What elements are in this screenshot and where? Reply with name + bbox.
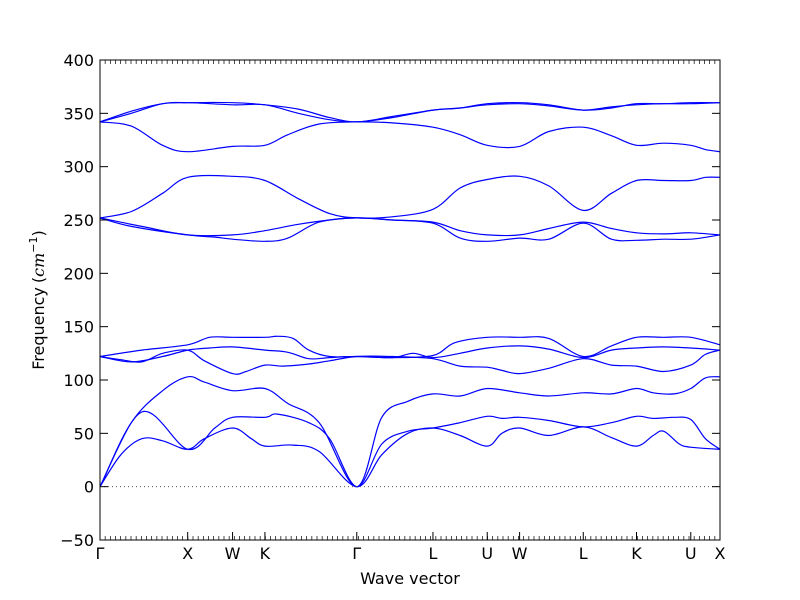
y-axis-label: Frequency (cm−1) [27, 230, 48, 370]
x-tick-label: K [631, 544, 642, 563]
band-line-4 [99, 349, 721, 375]
plot-frame [99, 59, 721, 541]
y-tick-label: 100 [63, 371, 94, 390]
y-tick-label: −50 [60, 531, 94, 550]
y-axis-label-text: Frequency [29, 287, 48, 370]
y-axis-ticks: −50 0 50 100 150 200 250 300 350 400 [60, 51, 720, 550]
x-tick-label: W [225, 544, 241, 563]
x-tick-label: Γ [96, 544, 105, 563]
y-axis-label-unit-close: ) [29, 230, 48, 236]
x-minor-ticks [104, 60, 716, 540]
y-axis-label-unit-exponent: −1 [27, 236, 40, 252]
band-line-2 [99, 375, 721, 488]
band-line-5 [99, 345, 721, 363]
y-tick-label: 0 [84, 478, 94, 497]
band-line-10 [99, 121, 721, 153]
x-tick-label: Γ [352, 544, 361, 563]
band-line-8 [99, 217, 721, 237]
x-axis-label: Wave vector [360, 569, 460, 588]
y-tick-label: 350 [63, 104, 94, 123]
y-tick-label: 150 [63, 318, 94, 337]
band-line-6 [99, 335, 721, 359]
y-tick-label: 400 [63, 51, 94, 70]
x-tick-label: W [512, 544, 528, 563]
y-axis-label-unit: cm [29, 253, 48, 277]
band-line-12 [99, 101, 721, 123]
band-series-group [99, 101, 721, 488]
x-tick-label: U [481, 544, 493, 563]
band-line-7 [99, 217, 721, 242]
x-tick-label: L [429, 544, 438, 563]
y-tick-label: 250 [63, 211, 94, 230]
y-tick-label: 300 [63, 158, 94, 177]
x-tick-label: U [685, 544, 697, 563]
y-tick-label: 200 [63, 264, 94, 283]
x-tick-label: L [579, 544, 588, 563]
band-line-9 [99, 174, 721, 219]
x-tick-label: K [260, 544, 271, 563]
y-axis-label-unit-open: ( [29, 277, 48, 283]
band-line-3 [99, 410, 721, 488]
x-tick-label: X [182, 544, 193, 563]
y-tick-label: 50 [74, 424, 94, 443]
x-tick-label: X [715, 544, 726, 563]
